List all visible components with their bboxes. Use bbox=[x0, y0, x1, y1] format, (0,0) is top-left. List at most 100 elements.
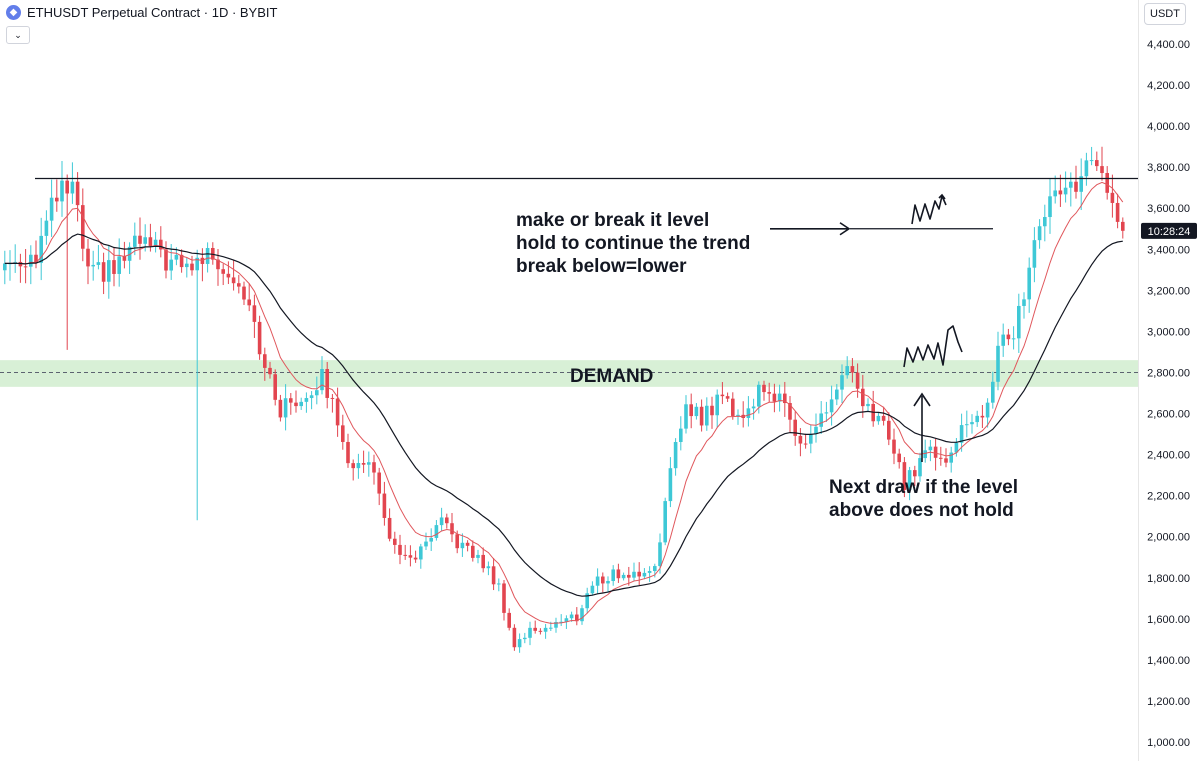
candle-body[interactable] bbox=[481, 554, 485, 569]
candle-body[interactable] bbox=[632, 571, 636, 578]
candle-body[interactable] bbox=[294, 402, 298, 407]
candle-body[interactable] bbox=[1011, 338, 1016, 340]
candle-body[interactable] bbox=[949, 452, 953, 463]
candle-body[interactable] bbox=[824, 412, 829, 414]
candle-body[interactable] bbox=[1115, 202, 1120, 222]
candle-body[interactable] bbox=[159, 239, 163, 250]
candle-body[interactable] bbox=[1001, 334, 1005, 346]
candle-body[interactable] bbox=[746, 408, 751, 418]
candle-body[interactable] bbox=[341, 425, 345, 442]
candle-body[interactable] bbox=[954, 442, 959, 453]
candle-body[interactable] bbox=[668, 468, 673, 502]
candle-body[interactable] bbox=[710, 405, 714, 416]
candle-body[interactable] bbox=[866, 403, 870, 407]
candle-body[interactable] bbox=[117, 256, 121, 274]
candle-body[interactable] bbox=[169, 259, 173, 271]
candle-body[interactable] bbox=[491, 566, 496, 585]
candle-body[interactable] bbox=[507, 612, 511, 628]
candle-body[interactable] bbox=[1105, 173, 1109, 193]
candle-body[interactable] bbox=[408, 555, 413, 558]
candle-body[interactable] bbox=[1100, 166, 1104, 174]
candle-body[interactable] bbox=[263, 354, 267, 368]
chevron-down-icon[interactable]: ⌄ bbox=[6, 26, 30, 44]
candle-body[interactable] bbox=[309, 395, 314, 399]
candle-body[interactable] bbox=[559, 621, 563, 623]
candle-body[interactable] bbox=[1006, 334, 1011, 340]
candle-body[interactable] bbox=[840, 375, 844, 390]
candle-body[interactable] bbox=[174, 254, 179, 260]
candle-body[interactable] bbox=[663, 501, 667, 543]
candle-body[interactable] bbox=[91, 264, 95, 267]
candle-body[interactable] bbox=[299, 401, 303, 407]
candle-body[interactable] bbox=[611, 569, 615, 581]
candle-body[interactable] bbox=[226, 273, 231, 278]
candle-body[interactable] bbox=[543, 627, 548, 632]
candle-body[interactable] bbox=[96, 262, 101, 265]
candle-body[interactable] bbox=[361, 463, 366, 465]
candle-body[interactable] bbox=[273, 374, 277, 400]
candle-body[interactable] bbox=[320, 369, 324, 391]
candle-body[interactable] bbox=[897, 453, 901, 463]
candle-body[interactable] bbox=[887, 420, 891, 440]
candle-body[interactable] bbox=[429, 537, 433, 542]
candle-body[interactable] bbox=[616, 569, 621, 579]
candle-body[interactable] bbox=[1048, 196, 1052, 218]
candle-body[interactable] bbox=[190, 263, 194, 271]
candle-body[interactable] bbox=[460, 542, 465, 549]
candle-body[interactable] bbox=[476, 554, 480, 558]
candle-body[interactable] bbox=[621, 574, 626, 579]
candle-body[interactable] bbox=[647, 571, 652, 573]
candle-body[interactable] bbox=[81, 205, 85, 249]
candle-body[interactable] bbox=[762, 384, 766, 393]
candle-body[interactable] bbox=[419, 546, 423, 560]
candle-body[interactable] bbox=[699, 406, 704, 426]
candle-body[interactable] bbox=[803, 443, 808, 445]
candle-body[interactable] bbox=[798, 435, 803, 444]
candle-body[interactable] bbox=[179, 254, 184, 268]
candle-body[interactable] bbox=[725, 396, 730, 399]
candle-body[interactable] bbox=[673, 441, 678, 469]
candle-body[interactable] bbox=[439, 517, 444, 526]
candle-body[interactable] bbox=[86, 248, 90, 267]
candle-body[interactable] bbox=[497, 583, 501, 585]
candle-body[interactable] bbox=[247, 299, 251, 306]
candle-body[interactable] bbox=[996, 345, 1000, 382]
candle-body[interactable] bbox=[590, 585, 595, 594]
candle-body[interactable] bbox=[736, 414, 740, 416]
candle-body[interactable] bbox=[627, 574, 631, 578]
candle-body[interactable] bbox=[720, 394, 725, 397]
candle-body[interactable] bbox=[814, 426, 818, 434]
candle-body[interactable] bbox=[554, 621, 558, 628]
candle-body[interactable] bbox=[377, 472, 381, 494]
candle-body[interactable] bbox=[29, 254, 33, 267]
candle-body[interactable] bbox=[205, 247, 210, 264]
candle-body[interactable] bbox=[850, 366, 855, 373]
candle-body[interactable] bbox=[164, 249, 168, 271]
candle-body[interactable] bbox=[575, 614, 579, 622]
candle-body[interactable] bbox=[772, 393, 777, 402]
candle-body[interactable] bbox=[382, 493, 387, 518]
candle-body[interactable] bbox=[185, 263, 189, 268]
candle-body[interactable] bbox=[705, 405, 709, 426]
candle-body[interactable] bbox=[1027, 267, 1031, 300]
candle-body[interactable] bbox=[242, 286, 246, 300]
candle-body[interactable] bbox=[65, 180, 69, 194]
candle-body[interactable] bbox=[257, 321, 262, 355]
candle-body[interactable] bbox=[471, 545, 475, 558]
candle-body[interactable] bbox=[44, 220, 49, 236]
candle-body[interactable] bbox=[195, 257, 199, 271]
candle-body[interactable] bbox=[523, 637, 527, 640]
candle-body[interactable] bbox=[585, 593, 589, 609]
candle-body[interactable] bbox=[455, 534, 459, 549]
candle-body[interactable] bbox=[861, 388, 865, 407]
candle-body[interactable] bbox=[679, 428, 683, 442]
candle-body[interactable] bbox=[268, 367, 272, 375]
candle-body[interactable] bbox=[289, 398, 293, 403]
candle-body[interactable] bbox=[751, 406, 756, 409]
candle-body[interactable] bbox=[855, 372, 860, 389]
candle-body[interactable] bbox=[933, 446, 938, 458]
candle-body[interactable] bbox=[637, 571, 641, 577]
candle-body[interactable] bbox=[138, 235, 142, 244]
